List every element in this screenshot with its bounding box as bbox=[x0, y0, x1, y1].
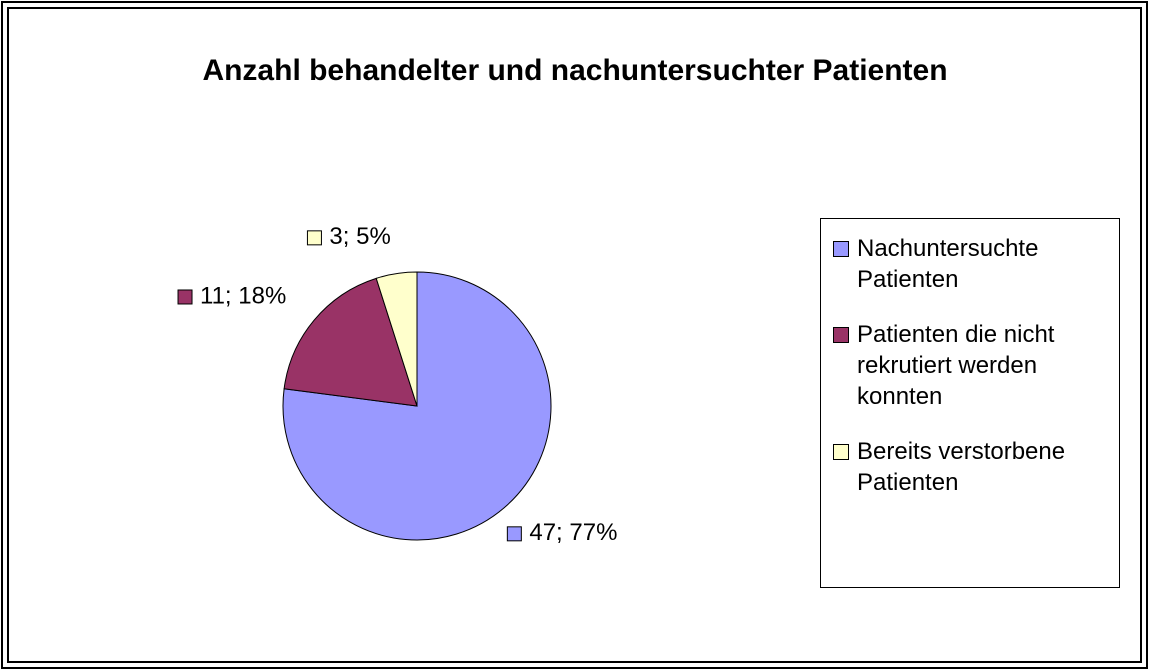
legend-swatch bbox=[833, 327, 849, 343]
pie-slice bbox=[375, 271, 418, 407]
legend-item: Patienten die nicht rekrutiert werden ko… bbox=[821, 319, 1117, 412]
pie-slice bbox=[283, 277, 418, 407]
legend: Nachuntersuchte Patienten Patienten die n… bbox=[820, 218, 1120, 588]
legend-label: Nachuntersuchte Patienten bbox=[857, 235, 1039, 293]
legend-swatch bbox=[833, 444, 849, 460]
label-swatch bbox=[306, 230, 322, 246]
legend-label: Bereits verstorbene Patienten bbox=[857, 438, 1066, 496]
data-label: 3; 5% bbox=[329, 223, 390, 250]
data-label: 11; 18% bbox=[200, 282, 286, 309]
legend-swatch bbox=[833, 241, 849, 257]
chart-title: Anzahl behandelter und nachuntersuchter … bbox=[202, 54, 948, 87]
legend-item: Nachuntersuchte Patienten bbox=[821, 233, 1117, 295]
legend-item: Bereits verstorbene Patienten bbox=[821, 436, 1117, 498]
label-swatch bbox=[506, 526, 522, 542]
frame bbox=[7, 7, 1142, 663]
label-swatch bbox=[177, 289, 193, 305]
data-label: 47; 77% bbox=[529, 519, 617, 546]
legend-label: Patienten die nicht rekrutiert werden ko… bbox=[857, 321, 1055, 410]
